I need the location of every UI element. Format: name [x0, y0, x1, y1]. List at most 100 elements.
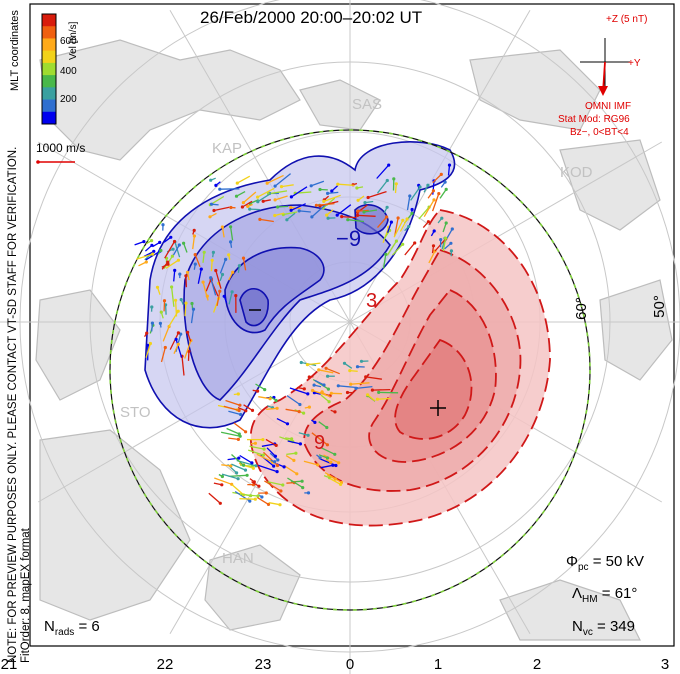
velocity-vector: [406, 195, 411, 211]
velocity-vector: [256, 453, 273, 463]
vector-origin: [366, 393, 370, 397]
velocity-vector: [249, 208, 261, 211]
velocity-vector: [323, 454, 339, 464]
velocity-vector: [268, 502, 281, 506]
vector-origin: [364, 375, 368, 379]
colorbar-segment: [42, 87, 56, 101]
vector-origin: [211, 250, 215, 254]
vector-origin: [256, 389, 260, 393]
vector-origin: [289, 206, 293, 210]
vector-origin: [447, 163, 452, 167]
vector-origin: [289, 195, 293, 199]
vector-origin: [362, 210, 366, 214]
coastlines: [35, 39, 673, 641]
colorbar-segment: [42, 50, 56, 64]
vector-origin: [273, 454, 277, 458]
velocity-vector: [290, 203, 306, 211]
velocity-vector: [350, 382, 370, 385]
vector-origin: [209, 178, 213, 182]
colorbar-segment: [42, 75, 56, 88]
vector-origin: [289, 208, 293, 212]
vector-origin: [329, 391, 333, 395]
vector-origin: [161, 223, 165, 227]
vector-origin: [318, 187, 322, 192]
vector-origin: [262, 447, 266, 451]
vector-origin: [159, 310, 163, 314]
contour-label-3: 3: [366, 290, 378, 312]
velocity-vector: [357, 214, 376, 217]
vector-origin: [375, 397, 379, 401]
colorbar-segment: [42, 14, 56, 27]
vector-origin: [359, 359, 364, 363]
vector-origin: [265, 181, 269, 185]
vector-origin: [254, 464, 258, 468]
velocity-vector: [286, 395, 301, 406]
vector-origin: [432, 229, 436, 233]
vector-origin: [238, 403, 242, 407]
velocity-vector: [242, 191, 257, 204]
vector-origin: [209, 276, 213, 280]
lat-label-50: 50°: [650, 295, 668, 318]
velocity-vector: [383, 230, 391, 240]
vector-origin: [370, 388, 374, 392]
vector-origin: [302, 411, 306, 415]
velocity-vector: [236, 175, 251, 184]
vector-origin: [234, 294, 238, 298]
velocity-vector: [226, 427, 240, 435]
vector-origin: [385, 205, 389, 209]
vector-origin: [201, 280, 205, 284]
vector-origin: [326, 387, 330, 391]
vector-origin: [210, 258, 214, 262]
vector-origin: [176, 258, 180, 262]
vector-origin: [355, 365, 360, 369]
vector-origin: [279, 489, 283, 493]
vector-origin: [220, 483, 224, 487]
velocity-vector: [160, 347, 166, 363]
velocity-vector: [320, 464, 334, 469]
vector-origin: [312, 383, 316, 387]
vector-origin: [229, 240, 233, 244]
vector-origin: [234, 194, 239, 198]
vector-origin: [230, 290, 234, 294]
velocity-vector: [281, 184, 294, 188]
vector-origin: [356, 198, 360, 202]
vector-origin: [396, 216, 400, 220]
velocity-vector: [266, 407, 278, 411]
vector-origin: [155, 285, 160, 289]
vector-origin: [199, 267, 203, 271]
map-title: 26/Feb/2000 20:00–20:02 UT: [200, 8, 423, 27]
velocity-vector: [287, 477, 304, 489]
vector-origin: [218, 501, 222, 505]
vector-origin: [240, 205, 244, 209]
vector-origin: [318, 456, 322, 460]
velocity-vector: [287, 440, 301, 445]
vector-origin: [264, 491, 268, 495]
vector-origin: [179, 298, 183, 302]
vector-origin: [178, 272, 182, 276]
vector-origin: [174, 298, 178, 302]
vector-origin: [290, 437, 294, 441]
velocity-vector: [289, 387, 309, 395]
vector-origin: [387, 163, 391, 167]
vector-origin: [407, 224, 411, 229]
vector-origin: [356, 209, 360, 213]
vector-origin: [261, 453, 265, 457]
velocity-vector: [258, 464, 278, 473]
velocity-vector: [307, 362, 321, 366]
velocity-vector: [172, 244, 180, 256]
vector-origin: [274, 398, 278, 403]
vector-origin: [170, 254, 174, 258]
velocity-vector: [181, 356, 185, 376]
vector-origin: [176, 309, 180, 313]
vector-origin: [236, 437, 240, 441]
velocity-vector: [311, 432, 328, 446]
velocity-vector: [265, 438, 277, 446]
vector-origin: [326, 374, 330, 378]
vector-origin: [193, 262, 197, 266]
vector-origin: [273, 460, 277, 464]
coords-label: MLT coordinates: [9, 10, 21, 91]
vector-origin: [171, 247, 175, 251]
vector-origin: [282, 465, 286, 469]
vector-origin: [185, 270, 190, 274]
vector-origin: [297, 209, 301, 213]
